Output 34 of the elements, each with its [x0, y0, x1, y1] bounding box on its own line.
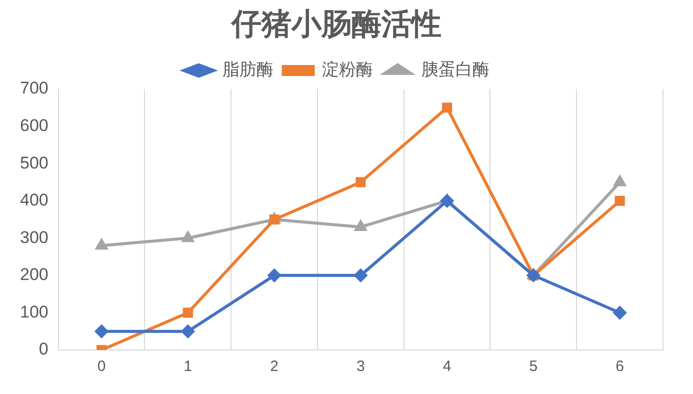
point — [182, 308, 193, 318]
point — [181, 324, 194, 338]
x-tick-label: 1 — [184, 358, 192, 376]
point — [182, 232, 194, 242]
point — [614, 176, 626, 186]
y-tick-label: 500 — [20, 153, 48, 172]
point — [96, 239, 108, 250]
y-tick-label: 200 — [20, 265, 48, 284]
y-tick-label: 400 — [20, 190, 48, 210]
point — [356, 177, 366, 188]
legend-label: 胰蛋白酶 — [421, 60, 490, 80]
y-tick-label: 0 — [38, 340, 48, 359]
x-tick-label: 3 — [356, 358, 365, 376]
x-tick-label: 5 — [529, 358, 538, 376]
legend-label: 淀粉酶 — [322, 60, 373, 80]
chart-title: 仔猪小肠酶活性 — [230, 6, 442, 42]
y-tick-label: 700 — [20, 78, 48, 98]
point — [442, 102, 452, 113]
point — [95, 324, 108, 338]
point — [268, 268, 281, 282]
point — [354, 220, 367, 231]
x-tick-label: 6 — [616, 358, 624, 376]
y-tick-label: 300 — [20, 228, 48, 247]
x-tick-label: 4 — [442, 358, 452, 376]
x-tick-label: 2 — [270, 358, 278, 376]
point — [269, 214, 280, 225]
x-tick-label: 0 — [97, 358, 106, 376]
y-tick-label: 100 — [20, 302, 48, 322]
legend-label: 脂肪酶 — [222, 60, 274, 80]
point — [440, 194, 454, 208]
y-tick-label: 600 — [20, 116, 48, 135]
point — [613, 306, 626, 320]
point — [614, 196, 625, 206]
point — [354, 268, 368, 282]
